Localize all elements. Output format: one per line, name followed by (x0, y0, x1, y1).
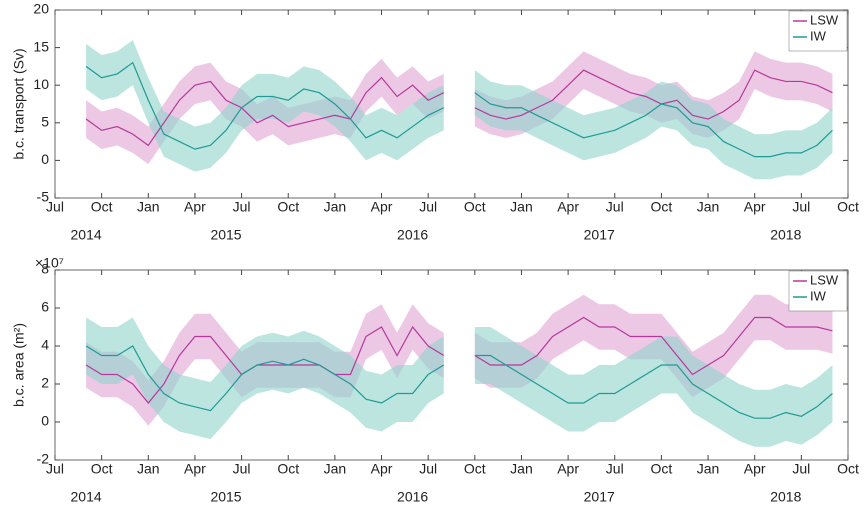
x-tick-label: Jul (606, 199, 624, 215)
x-tick-label: Apr (371, 461, 393, 477)
year-label: 2017 (584, 489, 615, 505)
y-tick-label: 20 (33, 1, 49, 17)
year-label: 2018 (770, 227, 801, 243)
band (86, 40, 833, 180)
x-tick-label: Oct (837, 461, 859, 477)
x-tick-label: Jan (510, 461, 533, 477)
line (85, 316, 833, 404)
y-tick-label: 6 (41, 299, 49, 315)
line (85, 345, 833, 419)
x-tick-label: Jul (792, 199, 810, 215)
x-tick-label: Apr (744, 461, 766, 477)
plot (85, 40, 833, 180)
x-tick-label: Jan (137, 461, 160, 477)
band (86, 51, 833, 165)
x-tick-label: Jan (137, 199, 160, 215)
y-tick-label: 5 (41, 114, 49, 130)
y-tick-label: 15 (33, 38, 49, 54)
x-tick-label: Apr (184, 461, 206, 477)
x-tick-label: Jul (46, 461, 64, 477)
line (85, 61, 833, 158)
x-tick-label: Oct (277, 461, 299, 477)
x-tick-label: Jul (233, 461, 251, 477)
plot (85, 294, 833, 447)
legend-box (788, 270, 848, 312)
year-label: 2014 (71, 489, 102, 505)
x-tick-label: Jul (233, 199, 251, 215)
legend-label: LSW (810, 12, 839, 27)
y-axis-title: b.c. transport (Sv) (11, 48, 27, 159)
x-tick-label: Jul (419, 199, 437, 215)
x-tick-label: Oct (651, 199, 673, 215)
x-tick-label: Jan (324, 199, 347, 215)
y-tick-label: 4 (41, 337, 49, 353)
legend-box (788, 10, 848, 52)
x-tick-label: Oct (837, 199, 859, 215)
x-tick-label: Apr (557, 199, 579, 215)
x-tick-label: Jan (697, 199, 720, 215)
band (86, 317, 833, 447)
x-tick-label: Oct (651, 461, 673, 477)
year-label: 2014 (71, 227, 102, 243)
x-tick-label: Oct (91, 461, 113, 477)
year-label: 2016 (397, 489, 428, 505)
x-tick-label: Oct (91, 199, 113, 215)
x-tick-label: Jan (510, 199, 533, 215)
x-tick-label: Jan (324, 461, 347, 477)
legend-label: IW (810, 288, 827, 303)
x-tick-label: Oct (464, 461, 486, 477)
y-tick-label: 2 (41, 375, 49, 391)
y-multiplier: ×10⁷ (35, 255, 64, 271)
y-tick-label: 10 (33, 76, 49, 92)
band (86, 294, 833, 426)
year-label: 2016 (397, 227, 428, 243)
legend-label: LSW (810, 272, 839, 287)
x-tick-label: Jul (792, 461, 810, 477)
line (85, 69, 833, 147)
year-label: 2017 (584, 227, 615, 243)
y-tick-label: 8 (41, 261, 49, 277)
x-tick-label: Jul (606, 461, 624, 477)
x-tick-label: Oct (277, 199, 299, 215)
axes-frame (54, 269, 849, 461)
axes-frame (54, 9, 849, 199)
y-tick-label: 0 (41, 413, 49, 429)
y-tick-label: -5 (37, 189, 50, 205)
x-tick-label: Apr (744, 199, 766, 215)
x-tick-label: Oct (464, 199, 486, 215)
x-tick-label: Apr (557, 461, 579, 477)
y-axis-title: b.c. area (m²) (11, 323, 27, 407)
y-tick-label: -2 (37, 451, 50, 467)
x-tick-label: Apr (371, 199, 393, 215)
year-label: 2015 (210, 227, 241, 243)
x-tick-label: Apr (184, 199, 206, 215)
x-tick-label: Jan (697, 461, 720, 477)
year-label: 2018 (770, 489, 801, 505)
legend-label: IW (810, 28, 827, 43)
year-label: 2015 (210, 489, 241, 505)
y-tick-label: 0 (41, 151, 49, 167)
x-tick-label: Jul (46, 199, 64, 215)
x-tick-label: Jul (419, 461, 437, 477)
